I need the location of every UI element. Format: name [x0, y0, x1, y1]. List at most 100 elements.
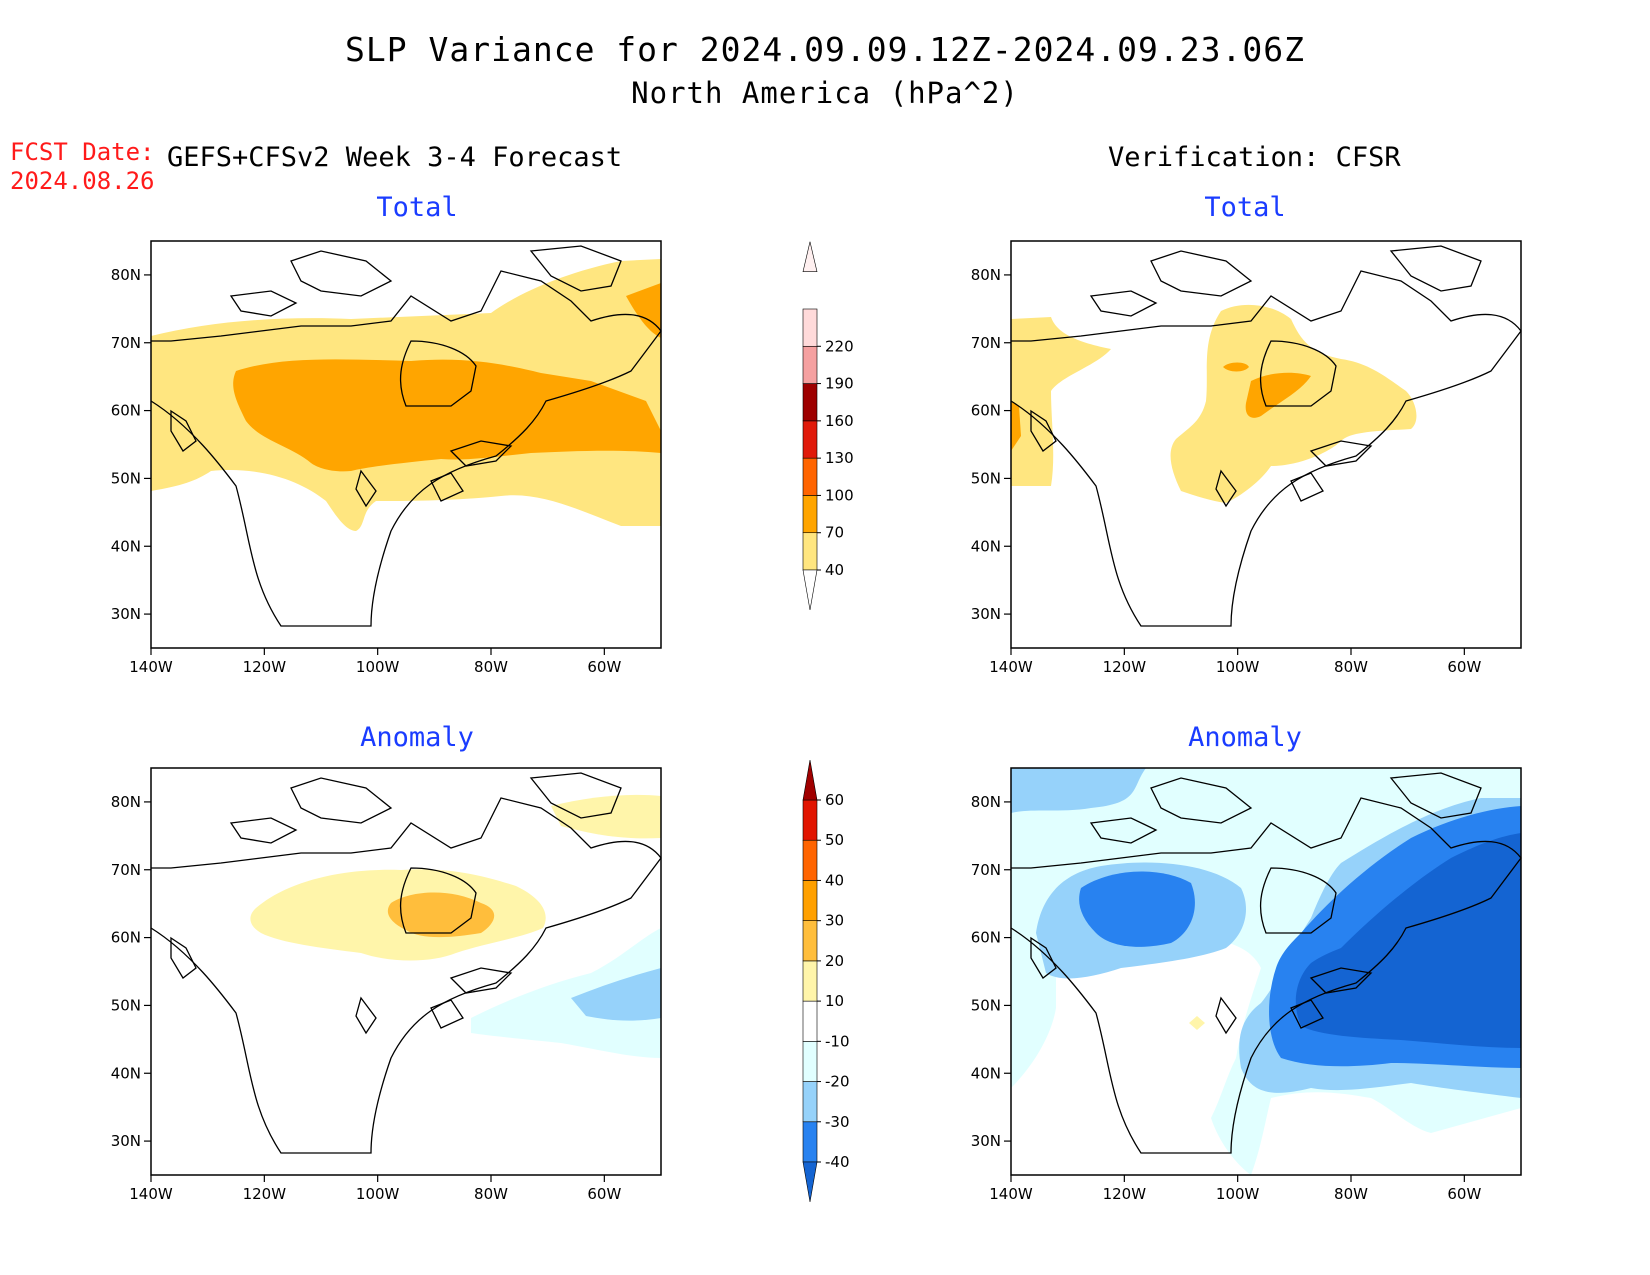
lat-tick-label: 50N — [111, 996, 141, 1014]
forecast-anomaly-title: Anomaly — [360, 722, 474, 753]
colorbar-swatch — [802, 1041, 818, 1082]
lat-tick-label: 40N — [971, 1064, 1001, 1082]
lat-tick-label: 70N — [111, 861, 141, 879]
colorbar-swatch — [802, 1121, 818, 1163]
colorbar-swatch — [802, 1000, 818, 1042]
verification-anomaly-neg40-east — [1295, 833, 1521, 1048]
lon-tick-label: 60W — [587, 658, 621, 676]
colorbar-swatch — [802, 457, 818, 496]
fcst-date-value: 2024.08.26 — [10, 167, 155, 195]
lon-tick-label: 60W — [587, 1185, 621, 1203]
colorbar-level-label: -30 — [825, 1113, 850, 1131]
lon-tick-label: 100W — [356, 1185, 400, 1203]
colorbar-anomaly: -40 -30 -20 -10 10 20 30 40 50 60 — [802, 759, 850, 1203]
lon-tick-label: 120W — [243, 1185, 287, 1203]
colorbar-swatch — [802, 532, 818, 571]
verification-total-map — [1010, 240, 1522, 649]
verification-total-70-dot — [1223, 362, 1249, 372]
colorbar-swatch — [802, 1081, 818, 1123]
lat-tick-label: 70N — [971, 334, 1001, 352]
colorbar-level-label: 10 — [825, 992, 844, 1010]
forecast-total-map — [150, 240, 662, 649]
lat-tick-label: 30N — [971, 1132, 1001, 1150]
forecast-anomaly-map — [150, 767, 662, 1176]
colorbar-level-label: 30 — [825, 912, 844, 930]
verification-anomaly-neg30-west — [1079, 871, 1195, 947]
lat-tick-label: 30N — [111, 605, 141, 623]
lat-tick-label: 30N — [111, 1132, 141, 1150]
forecast-anomaly-20-contour — [387, 892, 495, 938]
lon-tick-label: 60W — [1447, 1185, 1481, 1203]
colorbar-swatch — [802, 345, 818, 384]
colorbar-level-label: 70 — [825, 524, 844, 542]
colorbar-top-arrow — [802, 241, 818, 273]
verification-anomaly-title: Anomaly — [1188, 722, 1302, 753]
axes-layer: 80N 70N 60N 50N 40N 30N 140W 120W 100W 80W 60W 80N 7… — [111, 266, 1482, 1203]
verification-anomaly-white-tail — [1251, 1092, 1521, 1175]
verification-anomaly-10-dot — [1189, 1016, 1205, 1030]
colorbar-swatch — [802, 920, 818, 962]
figure-title: SLP Variance for 2024.09.09.12Z-2024.09.… — [345, 30, 1305, 69]
forecast-header: GEFS+CFSv2 Week 3-4 Forecast — [167, 142, 623, 173]
lat-tick-label: 80N — [111, 266, 141, 284]
colorbar-total: 40 70 100 130 160 190 220 — [802, 241, 854, 611]
figure-subtitle: North America (hPa^2) — [631, 76, 1019, 110]
lat-tick-label: 80N — [971, 266, 1001, 284]
colorbar-level-label: 160 — [825, 412, 854, 430]
verification-total-40-west — [1011, 317, 1111, 486]
lon-tick-label: 80W — [1334, 1185, 1368, 1203]
colorbar-top-arrow — [802, 759, 818, 801]
lat-tick-label: 80N — [111, 793, 141, 811]
colorbar-level-label: -10 — [825, 1032, 850, 1050]
lon-tick-label: 100W — [1216, 1185, 1260, 1203]
forecast-anomaly-neg20-contour — [571, 968, 661, 1021]
lon-tick-label: 80W — [1334, 658, 1368, 676]
colorbar-level-label: 40 — [825, 561, 844, 579]
colorbar-level-label: 40 — [825, 871, 844, 889]
verification-anomaly-white-region — [1011, 938, 1261, 1175]
lon-tick-label: 60W — [1447, 658, 1481, 676]
colorbar-level-label: 50 — [825, 831, 844, 849]
lat-tick-label: 60N — [111, 402, 141, 420]
colorbar-level-label: 130 — [825, 449, 854, 467]
lat-tick-label: 40N — [971, 537, 1001, 555]
colorbar-swatch — [802, 308, 818, 347]
fcst-date-label: FCST Date: — [10, 138, 155, 166]
lon-tick-label: 120W — [1103, 1185, 1147, 1203]
verification-total-title: Total — [1204, 192, 1286, 223]
lon-tick-label: 120W — [243, 658, 287, 676]
lon-tick-label: 80W — [474, 658, 508, 676]
colorbar-level-label: 190 — [825, 375, 854, 393]
lat-tick-label: 70N — [111, 334, 141, 352]
lon-tick-label: 120W — [1103, 658, 1147, 676]
colorbar-swatch — [802, 420, 818, 459]
verification-total-40-central — [1170, 304, 1417, 503]
lon-tick-label: 80W — [474, 1185, 508, 1203]
colorbar-level-label: -40 — [825, 1153, 850, 1171]
verification-total-70-west — [1011, 401, 1021, 451]
colorbar-swatch — [802, 495, 818, 534]
lon-tick-label: 140W — [989, 1185, 1033, 1203]
colorbar-swatch — [802, 799, 818, 841]
verification-total-70-contour — [1245, 372, 1311, 418]
forecast-total-70-contour — [233, 359, 661, 472]
lat-tick-label: 60N — [111, 929, 141, 947]
lat-tick-label: 50N — [971, 469, 1001, 487]
colorbar-level-label: 60 — [825, 791, 844, 809]
lon-tick-label: 140W — [989, 658, 1033, 676]
colorbar-level-label: 100 — [825, 486, 854, 504]
lon-tick-label: 140W — [129, 658, 173, 676]
lat-tick-label: 60N — [971, 402, 1001, 420]
colorbar-bottom-arrow — [802, 569, 818, 611]
lon-tick-label: 140W — [129, 1185, 173, 1203]
verification-header: Verification: CFSR — [1108, 142, 1401, 173]
lat-tick-label: 40N — [111, 537, 141, 555]
lon-tick-label: 100W — [356, 658, 400, 676]
fcst-date: FCST Date: 2024.08.26 — [10, 138, 155, 196]
colorbar-swatch — [802, 960, 818, 1002]
lon-tick-label: 100W — [1216, 658, 1260, 676]
forecast-total-70-ne — [626, 283, 661, 338]
colorbar-swatch — [802, 383, 818, 422]
colorbar-level-label: 20 — [825, 952, 844, 970]
